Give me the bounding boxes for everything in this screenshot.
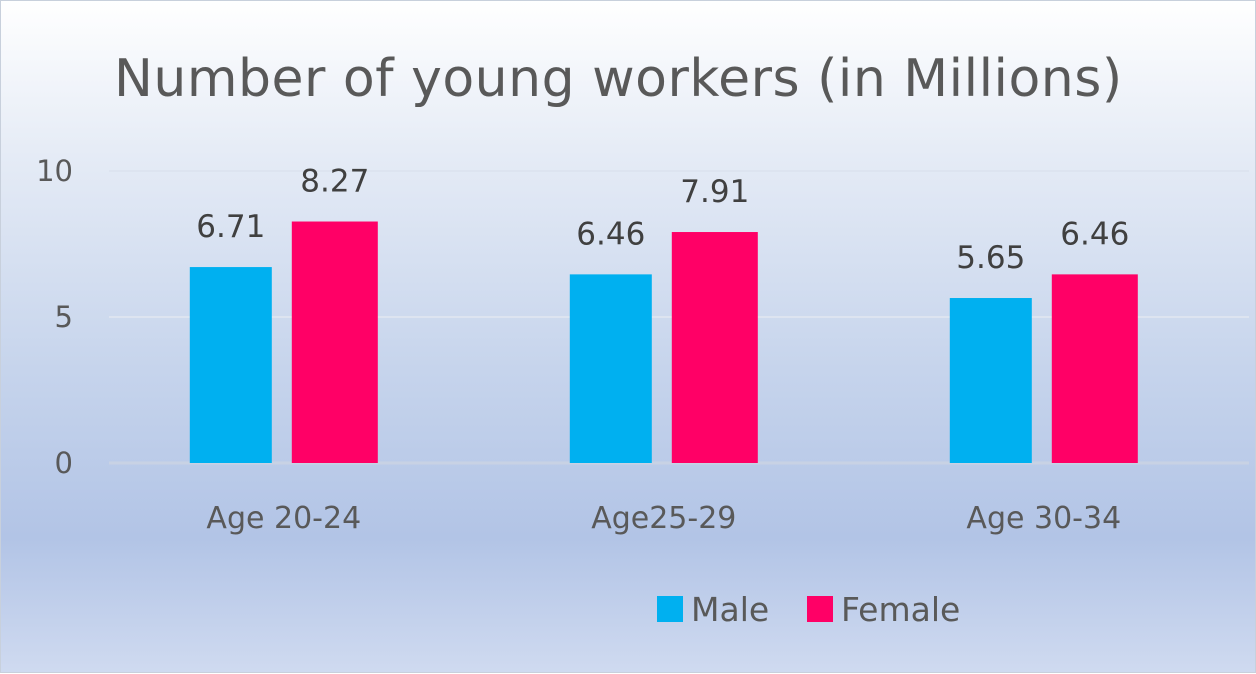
category-label: Age25-29 — [591, 501, 736, 536]
data-label: 7.91 — [680, 174, 749, 210]
data-label: 6.71 — [196, 209, 265, 245]
category-label: Age 20-24 — [206, 501, 361, 536]
data-label: 8.27 — [300, 164, 369, 200]
y-tick-label: 5 — [55, 300, 73, 334]
bar-female — [671, 232, 758, 463]
bar-female — [1051, 274, 1138, 463]
category-label: Age 30-34 — [966, 501, 1121, 536]
bar-male — [569, 274, 652, 463]
legend-label-female: Female — [841, 590, 960, 629]
bar-male — [189, 267, 272, 463]
data-label: 6.46 — [576, 216, 645, 252]
bar-female — [291, 221, 378, 463]
bar-male — [949, 298, 1032, 463]
chart-title: Number of young workers (in Millions) — [114, 49, 1123, 109]
data-label: 6.46 — [1060, 216, 1129, 252]
y-tick-label: 0 — [55, 446, 73, 480]
legend-label-male: Male — [691, 590, 769, 629]
y-tick-label: 10 — [36, 154, 73, 188]
data-label: 5.65 — [956, 240, 1025, 276]
legend-swatch-male — [657, 596, 683, 622]
legend-swatch-female — [807, 596, 833, 622]
